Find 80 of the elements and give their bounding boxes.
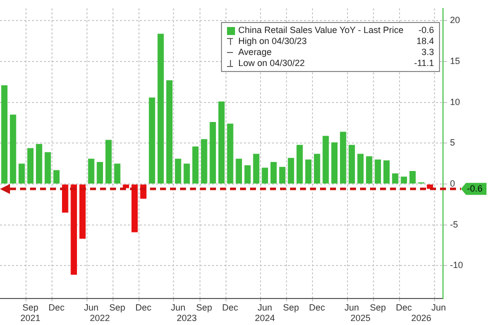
bar: [174, 158, 182, 184]
bar: [79, 184, 86, 239]
bar: [44, 152, 51, 184]
bar: [392, 173, 398, 184]
y-tick-label: 0: [450, 178, 456, 189]
bar: [166, 80, 173, 184]
x-tick-label: 2026: [411, 313, 432, 324]
bar: [340, 132, 346, 184]
x-tick-label: Jun: [84, 302, 98, 312]
bar: [96, 162, 104, 184]
x-tick-label: Sep 2021: [20, 302, 40, 324]
y-tick-label: -10: [450, 260, 464, 270]
bar: [305, 160, 312, 184]
bar: [27, 148, 34, 184]
x-tick-label: Jun: [344, 302, 360, 312]
x-tick-label: Jun 2024: [254, 302, 275, 324]
x-tick-label: Dec: [222, 302, 239, 312]
bar: [18, 164, 25, 184]
x-tick-label: Jun: [170, 302, 186, 312]
bar: [383, 160, 390, 184]
bar: [314, 154, 320, 184]
x-tick-label: Dec: [48, 302, 65, 312]
y-tick-label: 15: [450, 56, 460, 66]
bar: [148, 97, 156, 184]
bar: [270, 162, 277, 184]
x-tick-label: Sep: [370, 302, 386, 312]
annotation: 18.4: [416, 36, 434, 47]
bar: [400, 176, 408, 184]
annotation: Average: [238, 47, 273, 58]
bar: [200, 139, 208, 184]
bar: [244, 165, 251, 184]
annotation: 3.3: [421, 47, 434, 58]
bar: [288, 158, 294, 184]
bar: [236, 158, 242, 184]
x-tick-label: Dec: [396, 302, 412, 312]
annotation: -11.1: [414, 58, 434, 69]
bar: [105, 140, 112, 184]
x-tick-label: Dec: [309, 302, 326, 312]
bar: [218, 102, 225, 184]
bar: [279, 166, 286, 184]
bar: [132, 184, 138, 232]
bar: [322, 136, 329, 184]
x-tick-label: 2023: [176, 313, 197, 324]
bar: [374, 160, 381, 184]
bar: [210, 122, 216, 184]
y-tick-label: 20: [450, 15, 460, 26]
bar: [348, 144, 355, 184]
bar: [366, 156, 372, 184]
annotation: Low on 04/30/22: [238, 58, 306, 69]
legend-label: China Retail Sales Value YoY - Last Price: [238, 25, 404, 36]
bar: [296, 144, 303, 184]
bar: [227, 124, 234, 184]
bar: [184, 164, 190, 184]
bar: [331, 142, 338, 184]
bar: [70, 184, 77, 275]
annotation: High on 04/30/23: [238, 36, 308, 47]
x-tick-label: Jun: [431, 302, 446, 312]
x-tick-label: 2022: [90, 313, 110, 324]
bar: [158, 34, 164, 184]
x-tick-label: 2025: [350, 313, 370, 324]
bar: [88, 158, 94, 184]
bar: [357, 154, 364, 184]
x-tick-label: Sep: [196, 302, 212, 312]
bar: [262, 168, 268, 184]
x-tick-label: Sep: [282, 302, 299, 312]
bar: [114, 164, 120, 184]
bar: [253, 154, 260, 184]
y-tick-label: 5: [450, 138, 456, 148]
x-tick-label: Sep: [109, 302, 126, 312]
bar: [10, 114, 16, 184]
y-tick-label: -5: [450, 219, 458, 230]
x-tick-label: Dec: [135, 302, 152, 312]
bar: [409, 170, 416, 184]
annotation: -0.6: [418, 25, 434, 36]
bar: [192, 146, 199, 184]
bar: [36, 144, 42, 184]
bar: [53, 170, 60, 184]
y-tick-label: 10: [450, 96, 460, 107]
ref-line-label: -0.6: [466, 183, 483, 194]
bar: [62, 184, 68, 213]
